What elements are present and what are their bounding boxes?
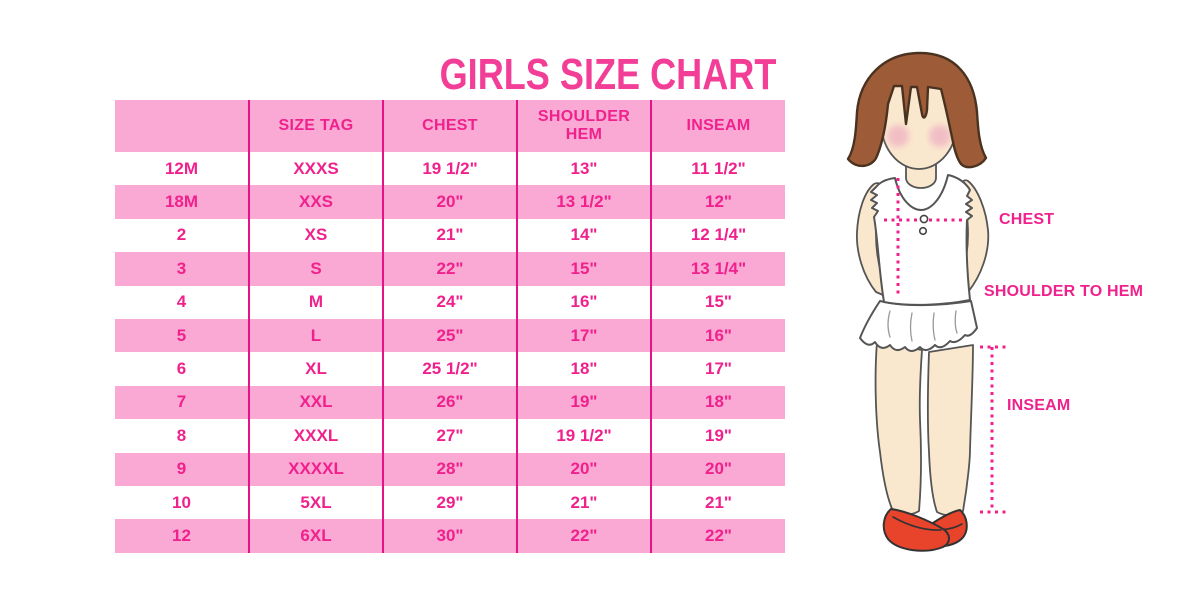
table-cell: 21" <box>650 485 785 520</box>
table-cell: 18" <box>650 385 785 420</box>
size-table-header: SIZE TAG CHEST SHOULDER HEM INSEAM <box>115 100 785 152</box>
table-row: 12M XXXS 19 1/2" 13" 11 1/2" <box>115 152 785 186</box>
blush-right <box>929 125 951 147</box>
header-row: SIZE TAG CHEST SHOULDER HEM INSEAM <box>115 100 785 152</box>
table-cell: 7 <box>115 385 249 420</box>
header-cell-chest: CHEST <box>382 100 517 152</box>
table-row: 3 S 22" 15" 13 1/4" <box>115 252 785 286</box>
skirt <box>859 300 978 352</box>
girl-measurement-figure <box>810 20 1190 580</box>
table-cell: 19" <box>650 419 785 453</box>
table-cell: 22" <box>516 519 651 553</box>
table-row: 9 XXXXL 28" 20" 20" <box>115 452 785 486</box>
table-row: 7 XXL 26" 19" 18" <box>115 385 785 420</box>
table-cell: 21" <box>382 218 517 253</box>
table-cell: 27" <box>382 419 517 453</box>
table-cell: 20" <box>382 185 517 219</box>
table-cell: 3 <box>115 252 249 286</box>
table-cell: 15" <box>516 252 651 286</box>
chest-label: CHEST <box>999 211 1055 228</box>
table-cell: 24" <box>382 285 517 319</box>
table-cell: 16" <box>516 285 651 319</box>
table-cell: 12 <box>115 519 249 553</box>
table-cell: 19 1/2" <box>382 152 517 186</box>
table-cell: 28" <box>382 452 517 486</box>
table-row: 5 L 25" 17" 16" <box>115 318 785 353</box>
table-cell: 18M <box>115 185 249 219</box>
table-cell: S <box>248 252 383 286</box>
table-cell: 17" <box>516 318 651 353</box>
blush-left <box>887 125 909 147</box>
table-cell: 14" <box>516 218 651 253</box>
table-cell: 12 1/4" <box>650 218 785 253</box>
table-cell: 25 1/2" <box>382 352 517 386</box>
table-cell: XXS <box>248 185 383 219</box>
table-row: 10 5XL 29" 21" 21" <box>115 485 785 520</box>
table-cell: 5 <box>115 318 249 353</box>
inseam-label: INSEAM <box>1007 397 1071 414</box>
table-cell: 12" <box>650 185 785 219</box>
table-cell: 25" <box>382 318 517 353</box>
shirt <box>870 174 973 306</box>
size-chart-table-wrap: SIZE TAG CHEST SHOULDER HEM INSEAM 12M XX… <box>115 100 785 553</box>
table-cell: 19" <box>516 385 651 420</box>
shoulder-to-hem-label: SHOULDER TO HEM <box>984 283 1144 300</box>
table-row: 18M XXS 20" 13 1/2" 12" <box>115 185 785 219</box>
table-cell: 8 <box>115 419 249 453</box>
table-cell: 13 1/4" <box>650 252 785 286</box>
table-cell: 29" <box>382 485 517 520</box>
table-cell: 9 <box>115 452 249 486</box>
table-cell: L <box>248 318 383 353</box>
table-cell: 18" <box>516 352 651 386</box>
table-cell: 15" <box>650 285 785 319</box>
table-cell: 6 <box>115 352 249 386</box>
table-cell: XXXS <box>248 152 383 186</box>
table-row: 2 XS 21" 14" 12 1/4" <box>115 218 785 253</box>
table-cell: 2 <box>115 218 249 253</box>
table-cell: XXL <box>248 385 383 420</box>
right-leg <box>926 344 974 517</box>
table-cell: 10 <box>115 485 249 520</box>
header-cell-shoulder-hem: SHOULDER HEM <box>516 100 651 152</box>
header-cell-size <box>115 100 249 152</box>
table-cell: 17" <box>650 352 785 386</box>
shirt-button-bottom <box>918 226 928 236</box>
table-cell: 22" <box>650 519 785 553</box>
table-cell: 26" <box>382 385 517 420</box>
table-row: 6 XL 25 1/2" 18" 17" <box>115 352 785 386</box>
table-cell: XL <box>248 352 383 386</box>
page-title: GIRLS SIZE CHART <box>439 50 777 100</box>
table-row: 8 XXXL 27" 19 1/2" 19" <box>115 419 785 453</box>
table-cell: 6XL <box>248 519 383 553</box>
table-cell: 13" <box>516 152 651 186</box>
table-cell: 12M <box>115 152 249 186</box>
table-row: 12 6XL 30" 22" 22" <box>115 519 785 553</box>
table-cell: 20" <box>650 452 785 486</box>
left-leg <box>874 341 923 516</box>
size-table-body: 12M XXXS 19 1/2" 13" 11 1/2" 18M XXS 20" 13 1/2"… <box>115 152 785 553</box>
table-row: 4 M 24" 16" 15" <box>115 285 785 319</box>
table-cell: 13 1/2" <box>516 185 651 219</box>
table-cell: XXXXL <box>248 452 383 486</box>
table-cell: M <box>248 285 383 319</box>
girl-illustration <box>846 51 1006 552</box>
table-cell: XXXL <box>248 419 383 453</box>
hair <box>846 51 988 169</box>
table-cell: 16" <box>650 318 785 353</box>
header-cell-size-tag: SIZE TAG <box>248 100 383 152</box>
table-cell: 11 1/2" <box>650 152 785 186</box>
header-cell-inseam: INSEAM <box>650 100 785 152</box>
table-cell: XS <box>248 218 383 253</box>
shirt-button-top <box>919 214 929 224</box>
table-cell: 20" <box>516 452 651 486</box>
table-cell: 30" <box>382 519 517 553</box>
left-shoe <box>882 508 950 552</box>
size-chart-table: SIZE TAG CHEST SHOULDER HEM INSEAM 12M XX… <box>115 100 785 553</box>
table-cell: 22" <box>382 252 517 286</box>
table-cell: 4 <box>115 285 249 319</box>
table-cell: 5XL <box>248 485 383 520</box>
table-cell: 21" <box>516 485 651 520</box>
table-cell: 19 1/2" <box>516 419 651 453</box>
